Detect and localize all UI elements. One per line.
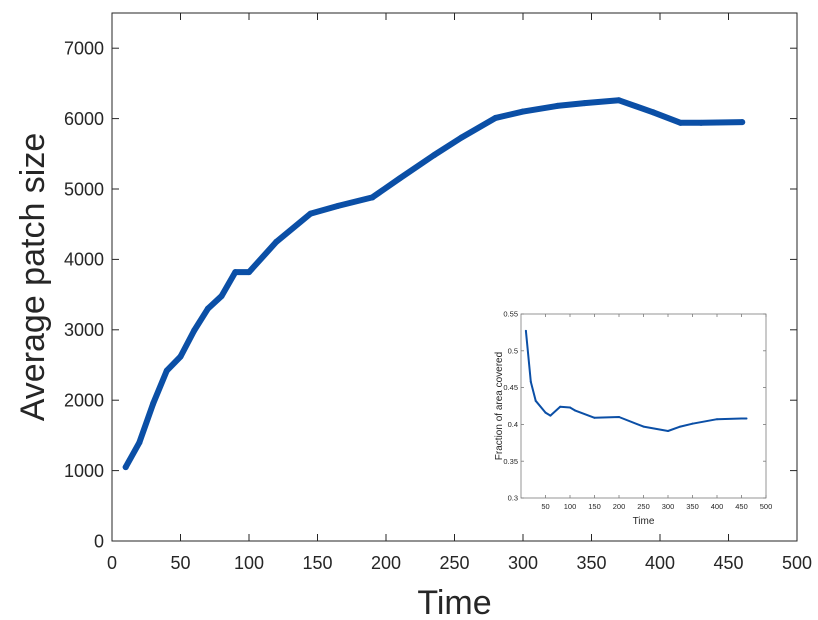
data-point [307, 210, 314, 217]
data-point [246, 269, 252, 276]
data-point [273, 238, 280, 245]
y-tick-label: 0.3 [508, 494, 518, 503]
main-chart: 0 50 100 150 200 250 300 350 400 450 5000100020003… [14, 12, 812, 620]
data-point [650, 109, 657, 116]
x-tick-label: 100 [234, 553, 264, 573]
data-point [618, 416, 620, 419]
y-tick-label: 0.5 [508, 346, 518, 355]
x-axis-label: Time [417, 584, 491, 620]
y-tick-label: 3000 [64, 320, 104, 340]
x-tick-label: 450 [713, 553, 743, 573]
data-point [396, 175, 403, 182]
data-point [524, 329, 527, 332]
data-point [544, 411, 547, 414]
data-point [177, 353, 184, 360]
data-point [529, 380, 532, 383]
data-point [218, 293, 225, 300]
x-tick-label: 50 [541, 502, 549, 511]
x-tick-label: 400 [711, 502, 724, 511]
x-tick-label: 150 [302, 553, 332, 573]
data-point [677, 119, 684, 126]
x-tick-label: 500 [760, 502, 773, 511]
data-point [163, 367, 170, 374]
data-point [136, 439, 143, 446]
x-tick-label: 250 [439, 553, 469, 573]
x-tick-label: 300 [662, 502, 675, 511]
y-axis-label: Fraction of area covered [494, 352, 505, 460]
data-point [745, 417, 748, 420]
data-point [581, 100, 588, 107]
x-tick-label: 100 [564, 502, 577, 511]
data-point [698, 119, 705, 126]
y-tick-label: 7000 [64, 39, 104, 59]
y-tick-label: 1000 [64, 461, 104, 481]
x-tick-label: 0 [107, 553, 117, 573]
x-tick-label: 50 [170, 553, 190, 573]
data-point [615, 97, 622, 104]
x-axis-label: Time [633, 516, 655, 527]
data-point [573, 409, 576, 412]
data-point [369, 194, 376, 201]
data-point [520, 108, 526, 115]
x-tick-label: 200 [371, 553, 401, 573]
x-tick-label: 500 [782, 553, 812, 573]
data-point [554, 102, 561, 109]
data-point [204, 305, 211, 312]
x-tick-label: 250 [637, 502, 650, 511]
x-tick-label: 350 [686, 502, 699, 511]
y-tick-label: 0.45 [503, 383, 518, 392]
data-point [549, 414, 552, 417]
data-point [430, 152, 437, 159]
y-tick-label: 5000 [64, 179, 104, 199]
data-point [534, 399, 537, 402]
series-line [122, 97, 746, 471]
x-tick-label: 200 [613, 502, 626, 511]
data-point [559, 405, 562, 408]
data-point [740, 417, 743, 420]
data-point [593, 416, 596, 419]
x-tick-label: 400 [645, 553, 675, 573]
y-tick-label: 6000 [64, 109, 104, 129]
data-point [569, 406, 571, 409]
y-tick-label: 0 [94, 531, 104, 551]
data-point [739, 119, 746, 126]
data-point [667, 430, 669, 433]
data-point [150, 400, 157, 407]
y-tick-label: 2000 [64, 391, 104, 411]
y-tick-label: 4000 [64, 250, 104, 270]
data-point [716, 418, 718, 421]
data-point [691, 422, 694, 425]
data-point [122, 464, 129, 471]
y-tick-label: 0.55 [503, 310, 518, 319]
plot-frame [520, 313, 767, 499]
data-point [642, 425, 645, 428]
x-tick-label: 350 [576, 553, 606, 573]
y-axis-label: Average patch size [14, 133, 52, 422]
x-tick-label: 450 [735, 502, 748, 511]
x-tick-label: 300 [508, 553, 538, 573]
data-point [458, 134, 465, 141]
data-point [232, 269, 239, 276]
inset-chart: 50 100 150 200 250 300 350 400 450 500 0.3 0.35 0.4 0… [494, 310, 772, 527]
y-tick-label: 0.4 [508, 420, 518, 429]
data-point [679, 425, 682, 428]
y-tick-label: 0.35 [503, 457, 518, 466]
data-point [492, 114, 499, 121]
x-tick-label: 150 [588, 502, 601, 511]
data-point [335, 202, 342, 209]
data-point [191, 327, 198, 334]
